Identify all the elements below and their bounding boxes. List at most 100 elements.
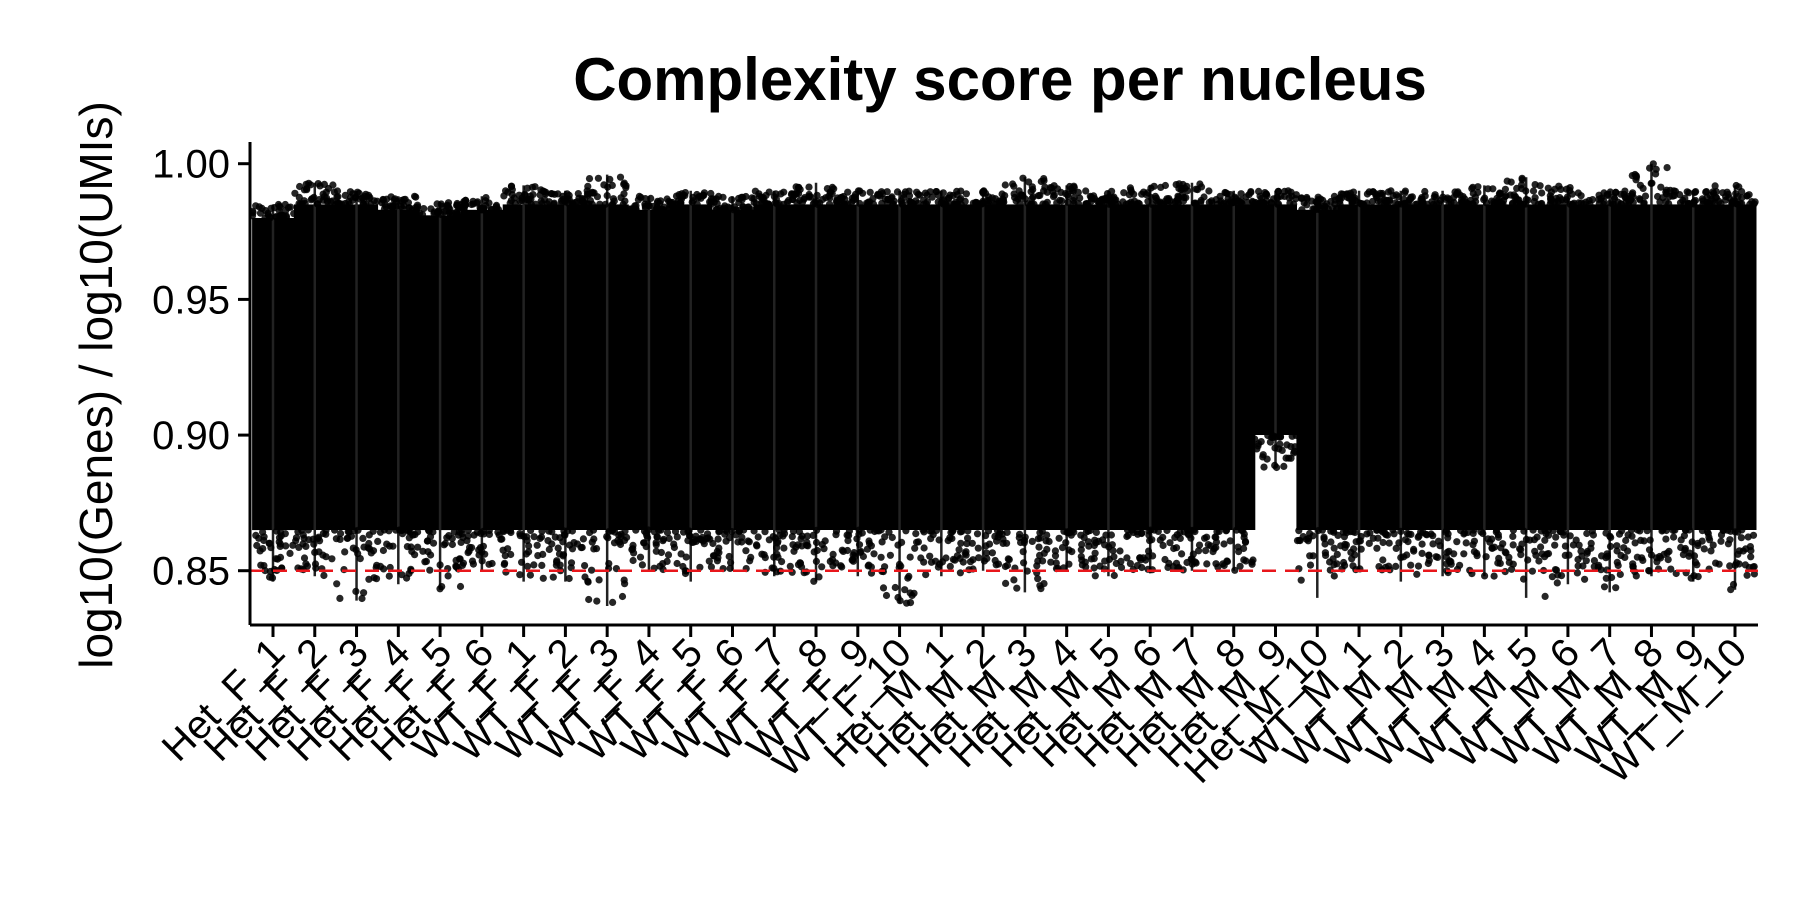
data-point (728, 528, 736, 536)
data-point (1065, 560, 1073, 568)
data-point (603, 192, 611, 200)
data-point (261, 567, 269, 575)
data-point (810, 548, 818, 556)
data-point (1494, 199, 1502, 207)
data-point (1148, 536, 1156, 544)
data-point (955, 546, 963, 554)
data-point (1052, 559, 1060, 567)
data-point (800, 195, 808, 203)
sample-group-Het_M_1 (917, 187, 966, 579)
data-point (1639, 556, 1647, 565)
data-point (1189, 550, 1197, 558)
data-point (1123, 554, 1131, 562)
data-point (883, 188, 891, 196)
data-point (1648, 179, 1656, 187)
data-point (1363, 190, 1371, 198)
data-point (459, 559, 467, 567)
data-point (1552, 533, 1560, 541)
data-point (1490, 572, 1498, 580)
data-point (1383, 531, 1392, 539)
data-point (1453, 538, 1461, 546)
data-point (1144, 197, 1152, 205)
data-point (786, 562, 794, 570)
data-point (581, 562, 589, 570)
y-tick-label: 0.95 (152, 278, 230, 322)
data-point (421, 558, 429, 566)
data-point (798, 532, 806, 540)
data-point (1535, 557, 1543, 565)
data-point (1489, 185, 1497, 193)
data-point (1001, 181, 1009, 189)
data-point (564, 527, 572, 535)
data-point (1536, 182, 1544, 190)
sample-group-WT_M_2 (1376, 187, 1425, 582)
data-point (929, 531, 937, 539)
data-point (875, 191, 883, 199)
data-point (752, 541, 761, 549)
data-point (430, 208, 438, 216)
data-point (1427, 530, 1435, 538)
data-point (1385, 539, 1393, 547)
data-point (1474, 188, 1482, 197)
data-point (1659, 526, 1667, 534)
data-point (1747, 553, 1755, 561)
data-point (1034, 535, 1042, 543)
data-point (1726, 536, 1734, 544)
data-point (1322, 551, 1330, 560)
data-point (665, 534, 673, 543)
sample-group-WT_F_5 (666, 189, 716, 582)
data-point (1264, 431, 1272, 440)
data-point (585, 595, 593, 604)
data-point (360, 543, 368, 551)
data-point (917, 554, 925, 562)
data-point (296, 200, 304, 208)
data-point (618, 592, 627, 601)
data-point (1314, 527, 1322, 535)
data-point (968, 539, 976, 547)
data-point (1395, 539, 1403, 547)
data-point (670, 200, 678, 208)
data-point (343, 534, 351, 542)
data-point (812, 538, 821, 547)
data-point (1176, 534, 1184, 543)
data-point (442, 207, 450, 215)
data-point (1030, 200, 1038, 208)
data-point (336, 594, 344, 603)
data-point (1537, 543, 1545, 551)
data-point (403, 543, 411, 551)
data-point (369, 547, 378, 555)
data-point (922, 200, 930, 208)
data-point (1670, 533, 1678, 541)
data-point (1320, 535, 1328, 543)
data-point (462, 196, 470, 204)
data-point (1509, 526, 1517, 534)
data-point (1692, 558, 1700, 567)
data-point (1078, 540, 1086, 549)
data-point (1538, 189, 1546, 197)
data-point (444, 199, 453, 207)
data-point (1373, 544, 1381, 552)
data-point (902, 527, 910, 535)
data-point (1435, 537, 1443, 545)
data-point (1531, 194, 1539, 202)
data-point (359, 200, 367, 208)
data-point (1009, 180, 1017, 188)
data-point (1349, 562, 1357, 570)
data-point (300, 534, 308, 543)
data-point (907, 198, 915, 207)
data-point (1220, 561, 1228, 570)
data-point (875, 527, 883, 535)
data-point (501, 559, 509, 567)
data-point (657, 197, 665, 205)
data-point (819, 195, 827, 204)
data-point (1192, 185, 1200, 193)
data-point (1547, 197, 1555, 205)
data-point (1467, 196, 1475, 204)
data-point (310, 193, 318, 201)
data-point (536, 534, 544, 543)
data-point (281, 200, 289, 209)
data-point (1002, 579, 1010, 588)
x-axis: Het_F_1Het_F_2Het_F_3Het_F_4Het_F_5Het_F… (154, 623, 1758, 792)
data-point (1541, 536, 1549, 544)
data-point (1667, 565, 1675, 573)
